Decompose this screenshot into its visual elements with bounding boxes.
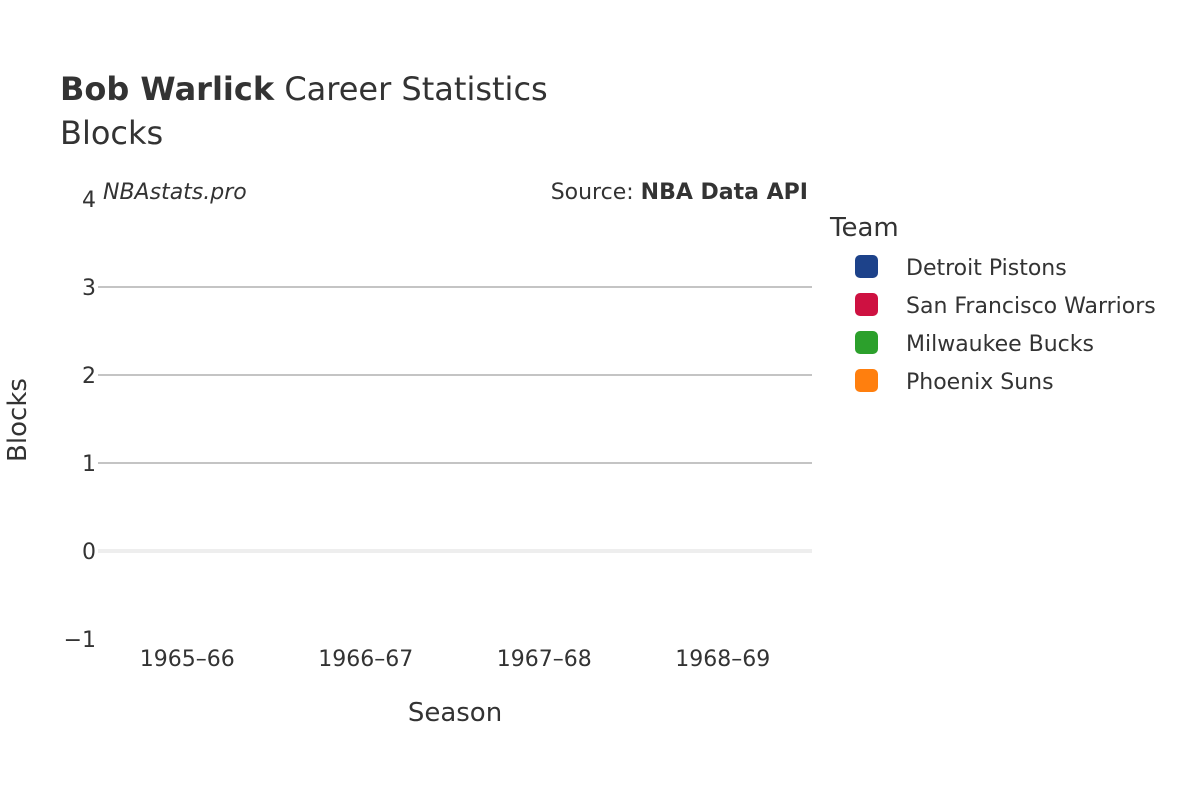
x-tick-label: 1966–67 (318, 647, 413, 672)
legend-swatch (855, 255, 878, 278)
legend-title: Team (829, 213, 899, 243)
y-tick-label: 0 (82, 540, 96, 565)
x-axis-label: Season (408, 698, 502, 728)
legend-swatch (855, 293, 878, 316)
y-axis-label: Blocks (3, 378, 33, 462)
legend-label: San Francisco Warriors (906, 294, 1156, 319)
legend-items: Detroit Pistons San Francisco Warriors Mil… (855, 255, 1156, 395)
x-tick-label: 1965–66 (140, 647, 235, 672)
legend-item[interactable]: Detroit Pistons (855, 255, 1067, 281)
chart-title: Bob Warlick Career Statistics (60, 70, 548, 108)
gridlines (98, 286, 812, 553)
legend-label: Detroit Pistons (906, 256, 1067, 281)
plot-area: 4 3 2 1 0 −1 1965–66 1966–67 1967–68 1968–69 (64, 188, 812, 672)
legend-item[interactable]: San Francisco Warriors (855, 293, 1156, 319)
legend-label: Milwaukee Bucks (906, 332, 1094, 357)
legend-swatch (855, 331, 878, 354)
y-tick-label: 1 (82, 452, 96, 477)
watermark: NBAstats.pro (103, 180, 247, 205)
legend-swatch (855, 369, 878, 392)
legend-item[interactable]: Phoenix Suns (855, 369, 1054, 395)
y-tick-label: 3 (82, 276, 96, 301)
y-tick-label: 2 (82, 364, 96, 389)
x-tick-label: 1967–68 (497, 647, 592, 672)
y-tick-labels: 4 3 2 1 0 −1 (64, 188, 96, 653)
legend: Team Detroit Pistons San Francisco Warrio… (829, 213, 1156, 395)
source-name: NBA Data API (641, 180, 808, 205)
legend-item[interactable]: Milwaukee Bucks (855, 331, 1094, 357)
x-tick-label: 1968–69 (675, 647, 770, 672)
y-tick-label: 4 (82, 188, 96, 213)
chart-subtitle: Blocks (60, 114, 163, 152)
x-tick-labels: 1965–66 1966–67 1967–68 1968–69 (140, 647, 770, 672)
legend-label: Phoenix Suns (906, 370, 1054, 395)
y-tick-label: −1 (64, 628, 96, 653)
source-prefix: Source: (551, 180, 641, 205)
source-label: Source: NBA Data API (551, 180, 808, 205)
chart-title-rest: Career Statistics (274, 70, 548, 108)
chart-title-bold: Bob Warlick (60, 70, 275, 108)
